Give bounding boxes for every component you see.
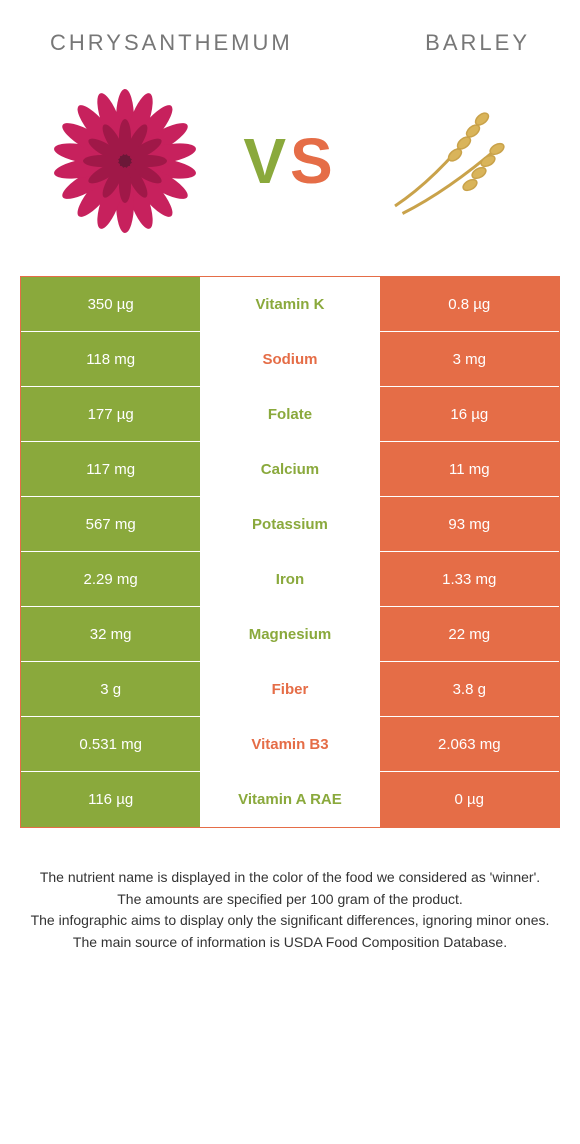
left-value: 567 mg xyxy=(21,497,200,551)
nutrient-name: Iron xyxy=(200,552,379,606)
vs-v: V xyxy=(243,125,290,197)
chrysanthemum-icon xyxy=(50,86,200,236)
nutrient-name: Vitamin B3 xyxy=(200,717,379,771)
titles-row: Chrysanthemum Barley xyxy=(20,30,560,56)
table-row: 117 mgCalcium11 mg xyxy=(21,442,559,497)
food-right-title: Barley xyxy=(425,30,530,56)
hero-row: VS xyxy=(20,86,560,236)
table-row: 2.29 mgIron1.33 mg xyxy=(21,552,559,607)
right-value: 3 mg xyxy=(380,332,559,386)
right-value: 1.33 mg xyxy=(380,552,559,606)
right-value: 93 mg xyxy=(380,497,559,551)
nutrient-name: Vitamin A RAE xyxy=(200,772,379,827)
table-row: 116 µgVitamin A RAE0 µg xyxy=(21,772,559,827)
nutrient-name: Folate xyxy=(200,387,379,441)
right-value: 0 µg xyxy=(380,772,559,827)
left-value: 0.531 mg xyxy=(21,717,200,771)
left-value: 2.29 mg xyxy=(21,552,200,606)
left-value: 116 µg xyxy=(21,772,200,827)
nutrient-name: Calcium xyxy=(200,442,379,496)
nutrient-name: Magnesium xyxy=(200,607,379,661)
right-value: 0.8 µg xyxy=(380,277,559,331)
left-value: 32 mg xyxy=(21,607,200,661)
right-value: 11 mg xyxy=(380,442,559,496)
footer-notes: The nutrient name is displayed in the co… xyxy=(20,868,560,952)
right-value: 16 µg xyxy=(380,387,559,441)
right-value: 22 mg xyxy=(380,607,559,661)
table-row: 567 mgPotassium93 mg xyxy=(21,497,559,552)
left-value: 177 µg xyxy=(21,387,200,441)
vs-label: VS xyxy=(243,124,336,198)
table-row: 3 gFiber3.8 g xyxy=(21,662,559,717)
table-row: 0.531 mgVitamin B32.063 mg xyxy=(21,717,559,772)
barley-icon xyxy=(380,86,530,236)
food-left-title: Chrysanthemum xyxy=(50,30,293,56)
table-row: 177 µgFolate16 µg xyxy=(21,387,559,442)
footer-line: The infographic aims to display only the… xyxy=(30,911,550,931)
left-value: 3 g xyxy=(21,662,200,716)
left-value: 118 mg xyxy=(21,332,200,386)
left-value: 350 µg xyxy=(21,277,200,331)
footer-line: The main source of information is USDA F… xyxy=(30,933,550,953)
nutrient-table: 350 µgVitamin K0.8 µg118 mgSodium3 mg177… xyxy=(20,276,560,828)
nutrient-name: Fiber xyxy=(200,662,379,716)
right-value: 2.063 mg xyxy=(380,717,559,771)
left-value: 117 mg xyxy=(21,442,200,496)
nutrient-name: Vitamin K xyxy=(200,277,379,331)
table-row: 350 µgVitamin K0.8 µg xyxy=(21,277,559,332)
right-value: 3.8 g xyxy=(380,662,559,716)
nutrient-name: Potassium xyxy=(200,497,379,551)
footer-line: The amounts are specified per 100 gram o… xyxy=(30,890,550,910)
table-row: 32 mgMagnesium22 mg xyxy=(21,607,559,662)
footer-line: The nutrient name is displayed in the co… xyxy=(30,868,550,888)
vs-s: S xyxy=(290,125,337,197)
table-row: 118 mgSodium3 mg xyxy=(21,332,559,387)
nutrient-name: Sodium xyxy=(200,332,379,386)
